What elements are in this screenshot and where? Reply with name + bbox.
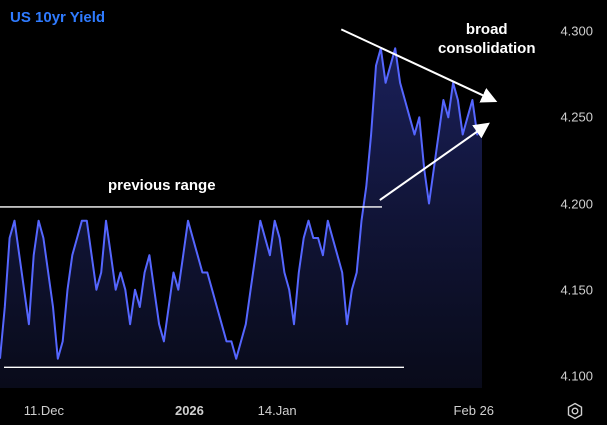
annotation-line-0: broad xyxy=(465,21,508,38)
x-tick-label: 11.Dec xyxy=(23,403,64,418)
annotation-line-1: consolidation xyxy=(438,40,536,57)
y-tick-label: 4.300 xyxy=(560,23,593,39)
triangle-arrow-lower xyxy=(379,122,490,201)
x-tick-label: 14.Jan xyxy=(257,403,297,418)
annotation-previous-range: previous range xyxy=(108,177,216,194)
annotation-broad-consolidation: broad consolidation xyxy=(438,20,536,58)
chart-title: US 10yr Yield xyxy=(10,9,106,26)
gear-icon[interactable] xyxy=(566,402,584,420)
y-tick-label: 4.250 xyxy=(560,109,593,125)
series-line xyxy=(0,47,483,360)
series-area xyxy=(0,48,482,389)
y-tick-label: 4.200 xyxy=(560,196,593,211)
x-tick-label: Feb 26 xyxy=(453,403,495,418)
triangle-arrow-upper xyxy=(340,28,498,103)
y-tick-label: 4.100 xyxy=(560,368,593,384)
x-tick-label: 2026 xyxy=(174,403,204,418)
y-tick-label: 4.150 xyxy=(560,282,593,298)
